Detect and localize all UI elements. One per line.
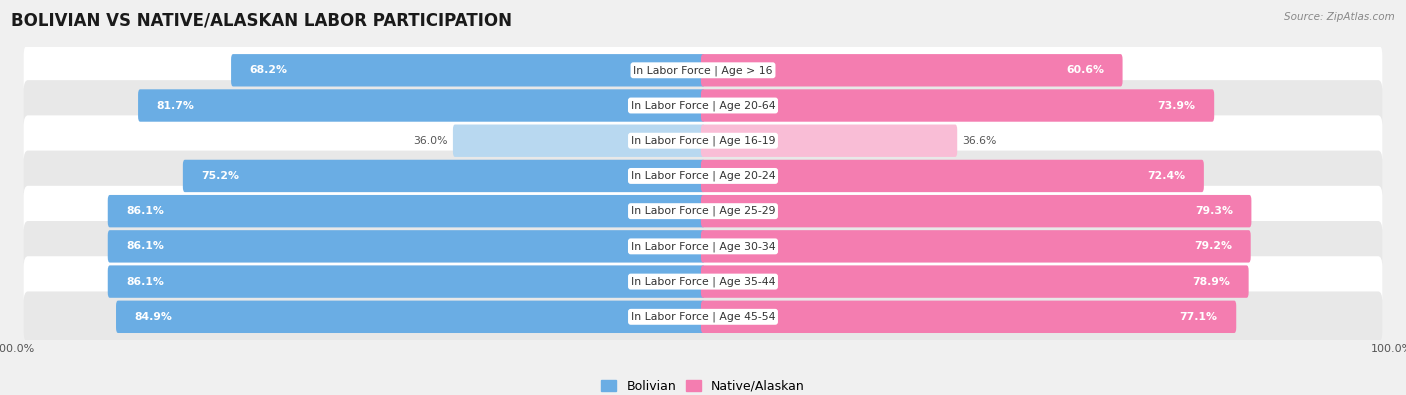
Text: 86.1%: 86.1%: [127, 276, 165, 287]
Text: 36.6%: 36.6%: [962, 136, 997, 146]
Text: BOLIVIAN VS NATIVE/ALASKAN LABOR PARTICIPATION: BOLIVIAN VS NATIVE/ALASKAN LABOR PARTICI…: [11, 12, 512, 30]
Text: In Labor Force | Age > 16: In Labor Force | Age > 16: [633, 65, 773, 75]
FancyBboxPatch shape: [24, 221, 1382, 272]
FancyBboxPatch shape: [453, 124, 704, 157]
FancyBboxPatch shape: [24, 80, 1382, 131]
Text: 81.7%: 81.7%: [156, 100, 194, 111]
Text: 79.2%: 79.2%: [1194, 241, 1232, 251]
Text: 60.6%: 60.6%: [1066, 65, 1104, 75]
FancyBboxPatch shape: [702, 230, 1251, 263]
Text: In Labor Force | Age 35-44: In Labor Force | Age 35-44: [631, 276, 775, 287]
Text: 73.9%: 73.9%: [1157, 100, 1195, 111]
FancyBboxPatch shape: [702, 160, 1204, 192]
Text: 36.0%: 36.0%: [413, 136, 449, 146]
FancyBboxPatch shape: [24, 115, 1382, 166]
Text: In Labor Force | Age 25-29: In Labor Force | Age 25-29: [631, 206, 775, 216]
FancyBboxPatch shape: [117, 301, 704, 333]
Text: 78.9%: 78.9%: [1192, 276, 1230, 287]
Text: In Labor Force | Age 20-24: In Labor Force | Age 20-24: [631, 171, 775, 181]
Text: 72.4%: 72.4%: [1147, 171, 1185, 181]
FancyBboxPatch shape: [24, 186, 1382, 237]
FancyBboxPatch shape: [24, 150, 1382, 201]
FancyBboxPatch shape: [183, 160, 704, 192]
FancyBboxPatch shape: [24, 45, 1382, 96]
Text: 77.1%: 77.1%: [1180, 312, 1218, 322]
Text: 79.3%: 79.3%: [1195, 206, 1233, 216]
Text: 84.9%: 84.9%: [135, 312, 173, 322]
FancyBboxPatch shape: [702, 301, 1236, 333]
FancyBboxPatch shape: [702, 265, 1249, 298]
Text: In Labor Force | Age 45-54: In Labor Force | Age 45-54: [631, 312, 775, 322]
Text: In Labor Force | Age 30-34: In Labor Force | Age 30-34: [631, 241, 775, 252]
Text: Source: ZipAtlas.com: Source: ZipAtlas.com: [1284, 12, 1395, 22]
FancyBboxPatch shape: [108, 195, 704, 228]
FancyBboxPatch shape: [702, 54, 1122, 87]
FancyBboxPatch shape: [108, 265, 704, 298]
Legend: Bolivian, Native/Alaskan: Bolivian, Native/Alaskan: [596, 375, 810, 395]
Text: 68.2%: 68.2%: [250, 65, 288, 75]
FancyBboxPatch shape: [702, 195, 1251, 228]
FancyBboxPatch shape: [24, 292, 1382, 342]
FancyBboxPatch shape: [24, 256, 1382, 307]
FancyBboxPatch shape: [138, 89, 704, 122]
FancyBboxPatch shape: [231, 54, 704, 87]
FancyBboxPatch shape: [702, 124, 957, 157]
Text: In Labor Force | Age 16-19: In Labor Force | Age 16-19: [631, 135, 775, 146]
FancyBboxPatch shape: [702, 89, 1215, 122]
Text: 86.1%: 86.1%: [127, 206, 165, 216]
Text: 86.1%: 86.1%: [127, 241, 165, 251]
FancyBboxPatch shape: [108, 230, 704, 263]
Text: In Labor Force | Age 20-64: In Labor Force | Age 20-64: [631, 100, 775, 111]
Text: 75.2%: 75.2%: [201, 171, 239, 181]
